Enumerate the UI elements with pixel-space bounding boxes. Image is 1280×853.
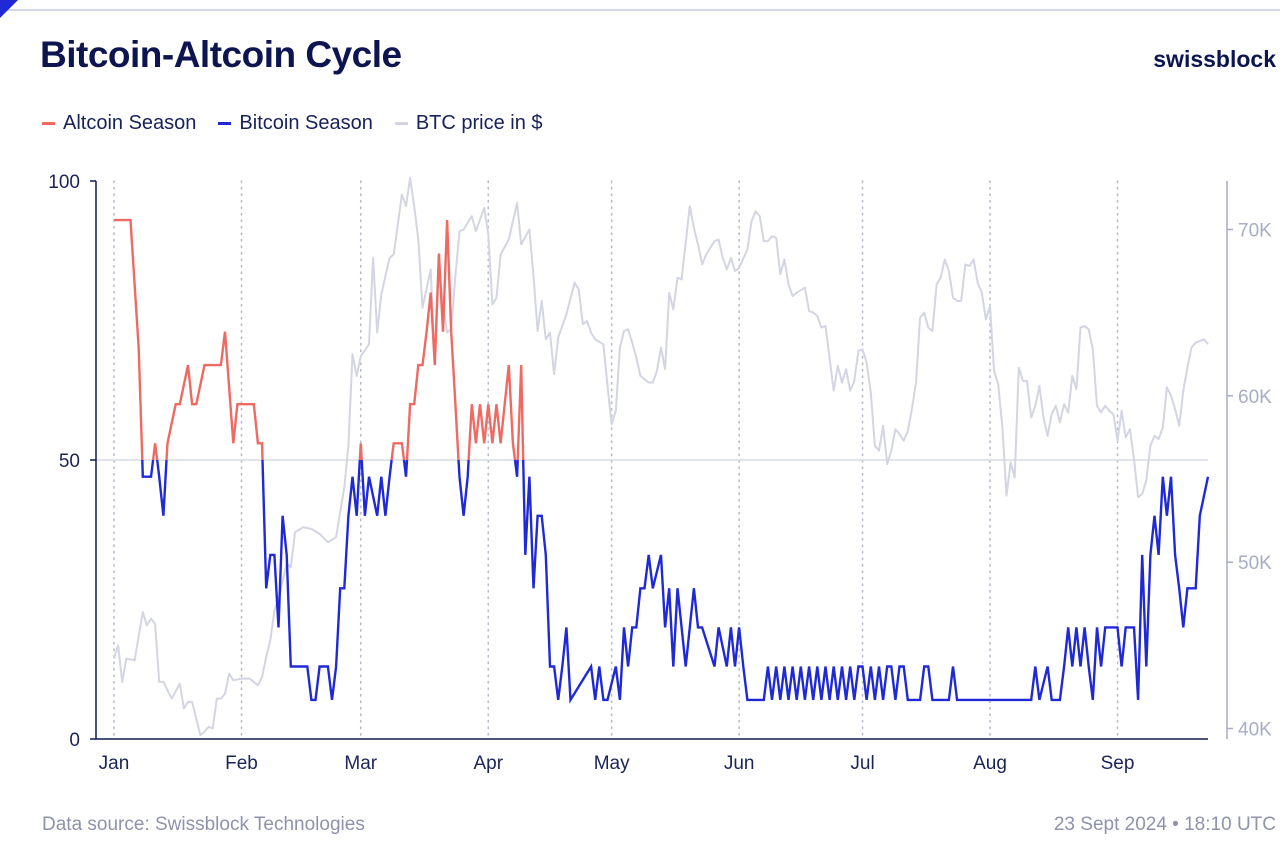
- legend-swatch-btc-price: [394, 122, 408, 125]
- right-axis-tick-label-60K: 60K: [1238, 387, 1272, 408]
- legend-item-bitcoin-season[interactable]: Bitcoin Season: [218, 112, 373, 135]
- right-axis-tick-label-50K: 50K: [1238, 553, 1272, 574]
- x-axis-tick-label-may: May: [594, 753, 630, 774]
- chart-legend: Altcoin Season Bitcoin Season BTC price …: [42, 112, 543, 135]
- bitcoin-season-segment-11: [457, 459, 470, 516]
- left-axis-tick-label-100: 100: [48, 172, 80, 193]
- altcoin-season-segment-10: [405, 220, 460, 461]
- legend-swatch-bitcoin: [218, 122, 232, 125]
- altcoin-season-segment-2: [151, 443, 159, 461]
- bitcoin-season-segment-7: [360, 459, 393, 517]
- corner-accent-mark: [0, 0, 18, 18]
- bitcoin-season-segment-5: [261, 459, 361, 702]
- altcoin-season-segment-12: [467, 364, 517, 461]
- x-axis-tick-label-apr: Apr: [473, 753, 503, 774]
- legend-swatch-altcoin: [42, 122, 55, 125]
- altcoin-season-segment-8: [390, 442, 406, 461]
- left-axis-tick-label-0: 0: [69, 730, 80, 751]
- legend-item-altcoin-season[interactable]: Altcoin Season: [42, 112, 196, 135]
- bitcoin-season-segment-13: [513, 459, 519, 477]
- right-axis-tick-label-40K: 40K: [1238, 720, 1272, 741]
- bitcoin-season-segment-3: [156, 459, 168, 516]
- bitcoin-season-segment-1: [141, 459, 155, 478]
- x-axis-tick-label-jan: Jan: [99, 753, 130, 774]
- x-axis-tick-label-jul: Jul: [850, 753, 874, 774]
- legend-item-btc-price[interactable]: BTC price in $: [394, 112, 543, 135]
- x-axis-tick-label-mar: Mar: [344, 753, 377, 774]
- altcoin-season-segment-4: [165, 331, 264, 461]
- btc-price-line: [113, 176, 1209, 737]
- x-axis-tick-label-jun: Jun: [724, 753, 755, 774]
- data-source-note: Data source: Swissblock Technologies: [42, 814, 365, 835]
- altcoin-season-segment-0: [114, 218, 144, 461]
- timestamp-note: 23 Sept 2024 • 18:10 UTC: [1053, 814, 1276, 835]
- legend-label-bitcoin-season: Bitcoin Season: [239, 112, 373, 134]
- legend-label-altcoin-season: Altcoin Season: [63, 112, 197, 134]
- x-axis-tick-label-sep: Sep: [1101, 753, 1135, 774]
- bitcoin-season-segment-9: [402, 459, 409, 477]
- right-axis-tick-label-70K: 70K: [1238, 221, 1272, 242]
- left-axis-tick-label-50: 50: [59, 451, 80, 472]
- altcoin-season-segment-6: [358, 443, 363, 461]
- chart-title: Bitcoin-Altcoin Cycle: [40, 34, 402, 75]
- top-border-line: [0, 9, 1280, 11]
- bitcoin-season-segment-15: [522, 459, 1210, 704]
- brand-logo: swissblock: [1153, 46, 1276, 72]
- x-axis-tick-label-feb: Feb: [225, 753, 258, 774]
- legend-label-btc-price: BTC price in $: [415, 112, 543, 134]
- altcoin-season-segment-14: [516, 365, 525, 461]
- x-axis-tick-label-aug: Aug: [973, 753, 1007, 774]
